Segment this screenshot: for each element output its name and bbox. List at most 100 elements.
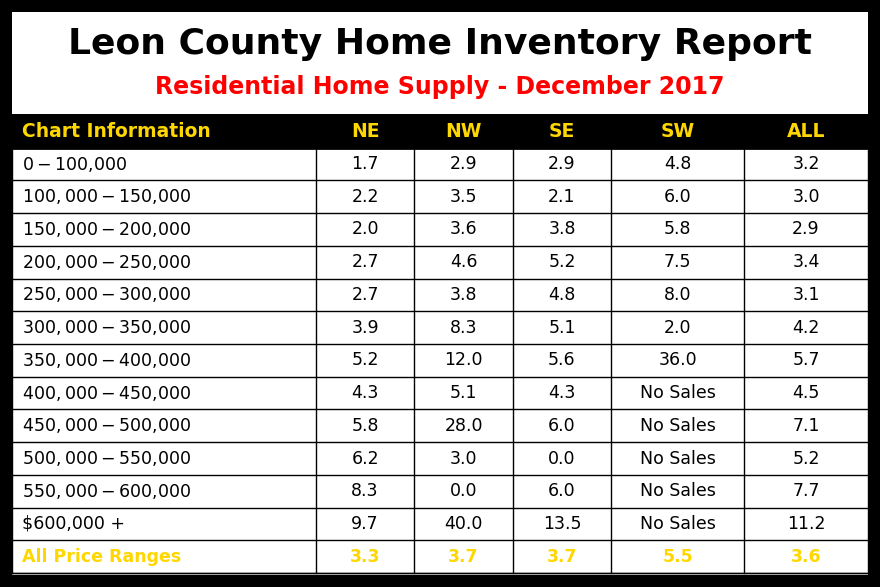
Text: 36.0: 36.0 bbox=[658, 352, 697, 369]
Text: 13.5: 13.5 bbox=[543, 515, 581, 533]
Text: No Sales: No Sales bbox=[640, 384, 715, 402]
Bar bbox=[316, 180, 414, 213]
Text: 7.7: 7.7 bbox=[792, 482, 819, 500]
Text: 28.0: 28.0 bbox=[444, 417, 483, 435]
Text: $300,000 - $350,000: $300,000 - $350,000 bbox=[22, 318, 191, 337]
Text: 4.3: 4.3 bbox=[351, 384, 378, 402]
Bar bbox=[316, 311, 414, 344]
Text: SE: SE bbox=[549, 122, 576, 141]
Text: 2.9: 2.9 bbox=[450, 155, 477, 173]
Text: 2.9: 2.9 bbox=[548, 155, 576, 173]
Bar bbox=[744, 508, 868, 540]
Text: 6.2: 6.2 bbox=[351, 450, 379, 467]
Text: $200,000 - $250,000: $200,000 - $250,000 bbox=[22, 253, 191, 272]
Text: 3.7: 3.7 bbox=[546, 548, 577, 566]
Bar bbox=[744, 279, 868, 311]
Text: Residential Home Supply - December 2017: Residential Home Supply - December 2017 bbox=[155, 75, 725, 99]
Bar bbox=[12, 148, 316, 180]
Bar bbox=[744, 377, 868, 409]
Bar bbox=[513, 475, 612, 508]
Bar bbox=[612, 311, 744, 344]
Bar bbox=[316, 115, 414, 148]
Bar bbox=[612, 180, 744, 213]
Text: $450,000 - $500,000: $450,000 - $500,000 bbox=[22, 416, 191, 436]
Bar bbox=[316, 213, 414, 246]
Text: 8.3: 8.3 bbox=[450, 319, 477, 336]
Bar bbox=[12, 409, 316, 442]
Text: Chart Information: Chart Information bbox=[22, 122, 210, 141]
Bar bbox=[414, 148, 513, 180]
Text: 5.2: 5.2 bbox=[548, 253, 576, 271]
Bar bbox=[744, 148, 868, 180]
Bar bbox=[612, 344, 744, 377]
Text: $250,000 - $300,000: $250,000 - $300,000 bbox=[22, 285, 191, 305]
Text: 6.0: 6.0 bbox=[664, 188, 692, 206]
Text: 3.4: 3.4 bbox=[792, 253, 819, 271]
Text: NE: NE bbox=[351, 122, 379, 141]
Bar bbox=[513, 148, 612, 180]
Text: 5.5: 5.5 bbox=[662, 548, 693, 566]
Bar bbox=[12, 344, 316, 377]
Text: 2.0: 2.0 bbox=[664, 319, 692, 336]
Bar bbox=[414, 311, 513, 344]
Text: 3.2: 3.2 bbox=[792, 155, 819, 173]
Text: 3.0: 3.0 bbox=[450, 450, 477, 467]
Bar bbox=[744, 409, 868, 442]
Text: ALL: ALL bbox=[787, 122, 825, 141]
Bar bbox=[12, 213, 316, 246]
Text: 4.6: 4.6 bbox=[450, 253, 477, 271]
Bar bbox=[414, 475, 513, 508]
Bar bbox=[612, 540, 744, 573]
Text: 5.2: 5.2 bbox=[792, 450, 819, 467]
Bar bbox=[744, 213, 868, 246]
Bar bbox=[612, 279, 744, 311]
Text: 3.9: 3.9 bbox=[351, 319, 379, 336]
Bar bbox=[414, 540, 513, 573]
Bar bbox=[316, 279, 414, 311]
Text: 3.0: 3.0 bbox=[792, 188, 819, 206]
Text: $0 - $100,000: $0 - $100,000 bbox=[22, 154, 127, 174]
Text: No Sales: No Sales bbox=[640, 417, 715, 435]
Bar bbox=[414, 213, 513, 246]
Text: No Sales: No Sales bbox=[640, 515, 715, 533]
Text: 1.7: 1.7 bbox=[351, 155, 379, 173]
Text: NW: NW bbox=[445, 122, 481, 141]
Text: 8.0: 8.0 bbox=[664, 286, 692, 304]
Text: 11.2: 11.2 bbox=[787, 515, 825, 533]
Text: 9.7: 9.7 bbox=[351, 515, 379, 533]
Bar bbox=[414, 180, 513, 213]
Bar bbox=[513, 377, 612, 409]
Bar bbox=[612, 442, 744, 475]
Text: 0.0: 0.0 bbox=[548, 450, 576, 467]
Bar bbox=[316, 442, 414, 475]
Text: 7.5: 7.5 bbox=[664, 253, 692, 271]
Text: 5.8: 5.8 bbox=[351, 417, 379, 435]
Text: $550,000 - $600,000: $550,000 - $600,000 bbox=[22, 482, 191, 501]
Text: $500,000 - $550,000: $500,000 - $550,000 bbox=[22, 449, 191, 468]
Bar bbox=[12, 311, 316, 344]
Text: 5.6: 5.6 bbox=[548, 352, 576, 369]
Bar bbox=[612, 213, 744, 246]
Text: 2.9: 2.9 bbox=[792, 221, 820, 238]
Text: 3.8: 3.8 bbox=[450, 286, 477, 304]
Text: 0.0: 0.0 bbox=[450, 482, 477, 500]
Bar bbox=[612, 409, 744, 442]
Text: 3.8: 3.8 bbox=[548, 221, 576, 238]
Bar bbox=[744, 442, 868, 475]
Text: 4.5: 4.5 bbox=[792, 384, 819, 402]
Bar bbox=[612, 377, 744, 409]
Bar bbox=[414, 508, 513, 540]
Text: No Sales: No Sales bbox=[640, 482, 715, 500]
Bar bbox=[513, 180, 612, 213]
Bar bbox=[12, 508, 316, 540]
Bar bbox=[414, 442, 513, 475]
Text: 5.2: 5.2 bbox=[351, 352, 379, 369]
Text: 3.6: 3.6 bbox=[450, 221, 477, 238]
Text: Leon County Home Inventory Report: Leon County Home Inventory Report bbox=[68, 27, 812, 61]
Bar bbox=[513, 115, 612, 148]
Text: $150,000 - $200,000: $150,000 - $200,000 bbox=[22, 220, 191, 239]
Bar bbox=[744, 311, 868, 344]
Bar bbox=[316, 508, 414, 540]
Text: SW: SW bbox=[661, 122, 694, 141]
Bar bbox=[513, 344, 612, 377]
